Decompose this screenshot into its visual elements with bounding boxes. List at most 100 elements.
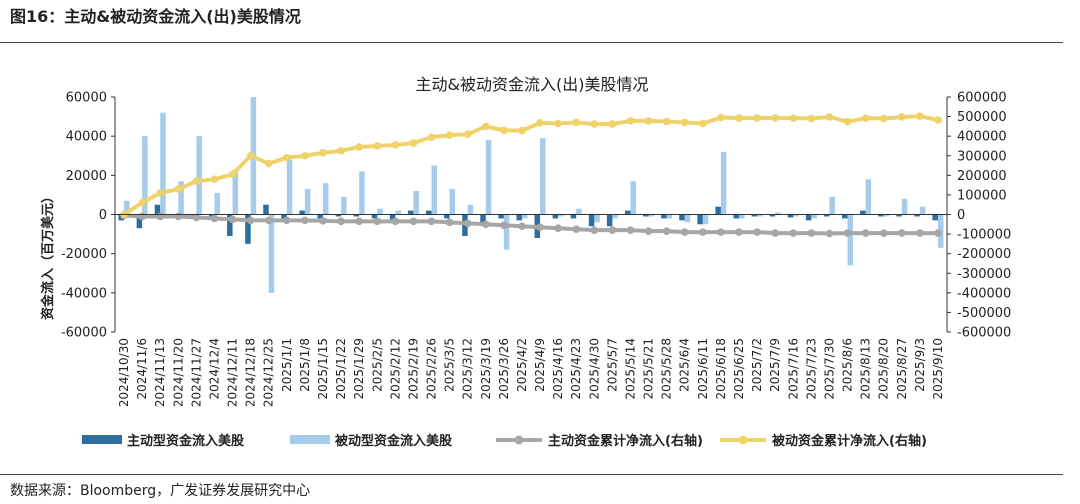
active-flow-bar	[136, 214, 143, 229]
active-flow-bar	[371, 214, 378, 219]
x-tick-label: 2025/7/9	[768, 338, 782, 392]
legend-label: 主动资金累计净流入(右轴)	[548, 433, 703, 449]
passive-cumulative-point	[916, 112, 924, 120]
legend-marker	[514, 435, 524, 445]
passive-flow-bar	[232, 169, 239, 215]
x-tick-label: 2025/2/19	[406, 338, 420, 400]
passive-cumulative-point	[536, 119, 544, 127]
active-flow-bar	[281, 214, 287, 221]
active-flow-bar	[353, 214, 360, 217]
passive-cumulative-point	[301, 151, 309, 160]
active-cumulative-point	[717, 228, 725, 236]
active-cumulative-point	[500, 221, 508, 230]
active-flow-bar	[914, 214, 920, 217]
passive-flow-bar	[811, 214, 817, 219]
passive-cumulative-point	[662, 117, 671, 126]
x-tick-label: 2024/12/25	[262, 338, 276, 407]
legend-label: 主动型资金流入美股	[127, 433, 244, 449]
right-tick-label: -200000	[957, 247, 1011, 262]
legend-label: 被动资金累计净流入(右轴)	[771, 433, 927, 449]
passive-flow-bar	[558, 214, 564, 217]
active-cumulative-point	[753, 228, 761, 236]
passive-cumulative-point	[427, 133, 436, 141]
passive-flow-bar	[196, 136, 202, 215]
passive-flow-bar	[467, 204, 474, 215]
x-tick-label: 2025/2/12	[388, 338, 402, 400]
passive-flow-bar	[485, 140, 492, 215]
passive-flow-bar	[142, 136, 148, 215]
active-flow-bar	[570, 214, 577, 219]
passive-flow-bar	[377, 208, 383, 215]
passive-cumulative-point	[861, 114, 870, 122]
active-cumulative-point	[409, 217, 418, 226]
x-tick-label: 2025/2/26	[425, 338, 439, 400]
passive-flow-bar	[304, 189, 311, 215]
right-tick-label: 400000	[957, 130, 1007, 145]
active-flow-bar	[245, 214, 251, 244]
passive-flow-bar	[268, 214, 275, 293]
active-cumulative-point	[916, 229, 924, 237]
active-flow-bar	[299, 210, 305, 215]
passive-cumulative-point	[897, 113, 906, 121]
x-tick-label: 2024/11/6	[135, 338, 149, 400]
passive-cumulative-point	[355, 143, 363, 151]
active-cumulative-line	[122, 213, 940, 236]
passive-cumulative-point	[174, 185, 183, 193]
passive-cumulative-point	[192, 177, 201, 186]
legend-swatch-active	[82, 435, 122, 444]
passive-flow-bar	[919, 206, 926, 215]
passive-flow-bar	[503, 214, 510, 250]
passive-cumulative-point	[264, 159, 273, 168]
passive-cumulative-point	[879, 114, 888, 123]
active-cumulative-point	[680, 228, 689, 236]
passive-flow-bar	[666, 214, 673, 219]
right-tick-label: -600000	[957, 326, 1011, 341]
active-flow-bar	[516, 214, 522, 221]
passive-cumulative-point	[717, 113, 725, 122]
active-cumulative-point	[319, 216, 327, 225]
passive-cumulative-point	[481, 122, 490, 131]
right-tick-label: -500000	[957, 306, 1011, 321]
passive-cumulative-point	[699, 119, 707, 128]
active-cumulative-point	[210, 214, 219, 223]
x-tick-label: 2025/4/2	[515, 338, 529, 392]
active-cumulative-point	[879, 229, 888, 237]
active-cumulative-point	[481, 220, 490, 229]
left-tick-label: -20000	[61, 247, 107, 262]
chart-title: 主动&被动资金流入(出)美股情况	[416, 75, 649, 94]
active-flow-bar	[335, 214, 342, 217]
passive-cumulative-point	[445, 131, 454, 139]
x-tick-label: 2025/5/7	[605, 338, 619, 392]
passive-cumulative-point	[934, 116, 942, 124]
x-tick-label: 2025/8/6	[841, 338, 855, 392]
active-cumulative-point	[283, 216, 291, 225]
active-flow-bar	[643, 214, 649, 217]
active-flow-bar	[552, 214, 559, 219]
figure-title: 图16：主动&被动资金流入(出)美股情况	[10, 7, 301, 26]
active-flow-bar	[733, 214, 739, 219]
x-tick-label: 2025/7/16	[786, 338, 800, 400]
passive-cumulative-point	[210, 175, 219, 184]
x-tick-label: 2025/1/8	[298, 338, 312, 392]
x-tick-label: 2025/4/9	[533, 338, 547, 392]
active-cumulative-point	[626, 226, 635, 234]
active-cumulative-point	[572, 225, 581, 233]
passive-cumulative-point	[228, 170, 237, 179]
x-tick-label: 2025/4/16	[551, 338, 565, 400]
passive-cumulative-point	[518, 126, 526, 135]
passive-flow-bar	[521, 214, 528, 219]
active-cumulative-point	[897, 229, 906, 237]
x-tick-label: 2025/8/27	[895, 338, 909, 400]
right-tick-label: 200000	[957, 169, 1007, 184]
active-flow-bar	[263, 204, 269, 215]
passive-flow-bar	[630, 181, 636, 215]
active-flow-bar	[661, 214, 667, 219]
passive-flow-bar	[286, 159, 293, 215]
x-tick-label: 2025/2/5	[370, 338, 384, 392]
active-flow-bar	[715, 206, 721, 215]
active-cumulative-point	[463, 219, 472, 228]
passive-cumulative-point	[319, 149, 327, 157]
active-flow-bar	[624, 210, 631, 215]
right-tick-label: 600000	[957, 91, 1007, 106]
